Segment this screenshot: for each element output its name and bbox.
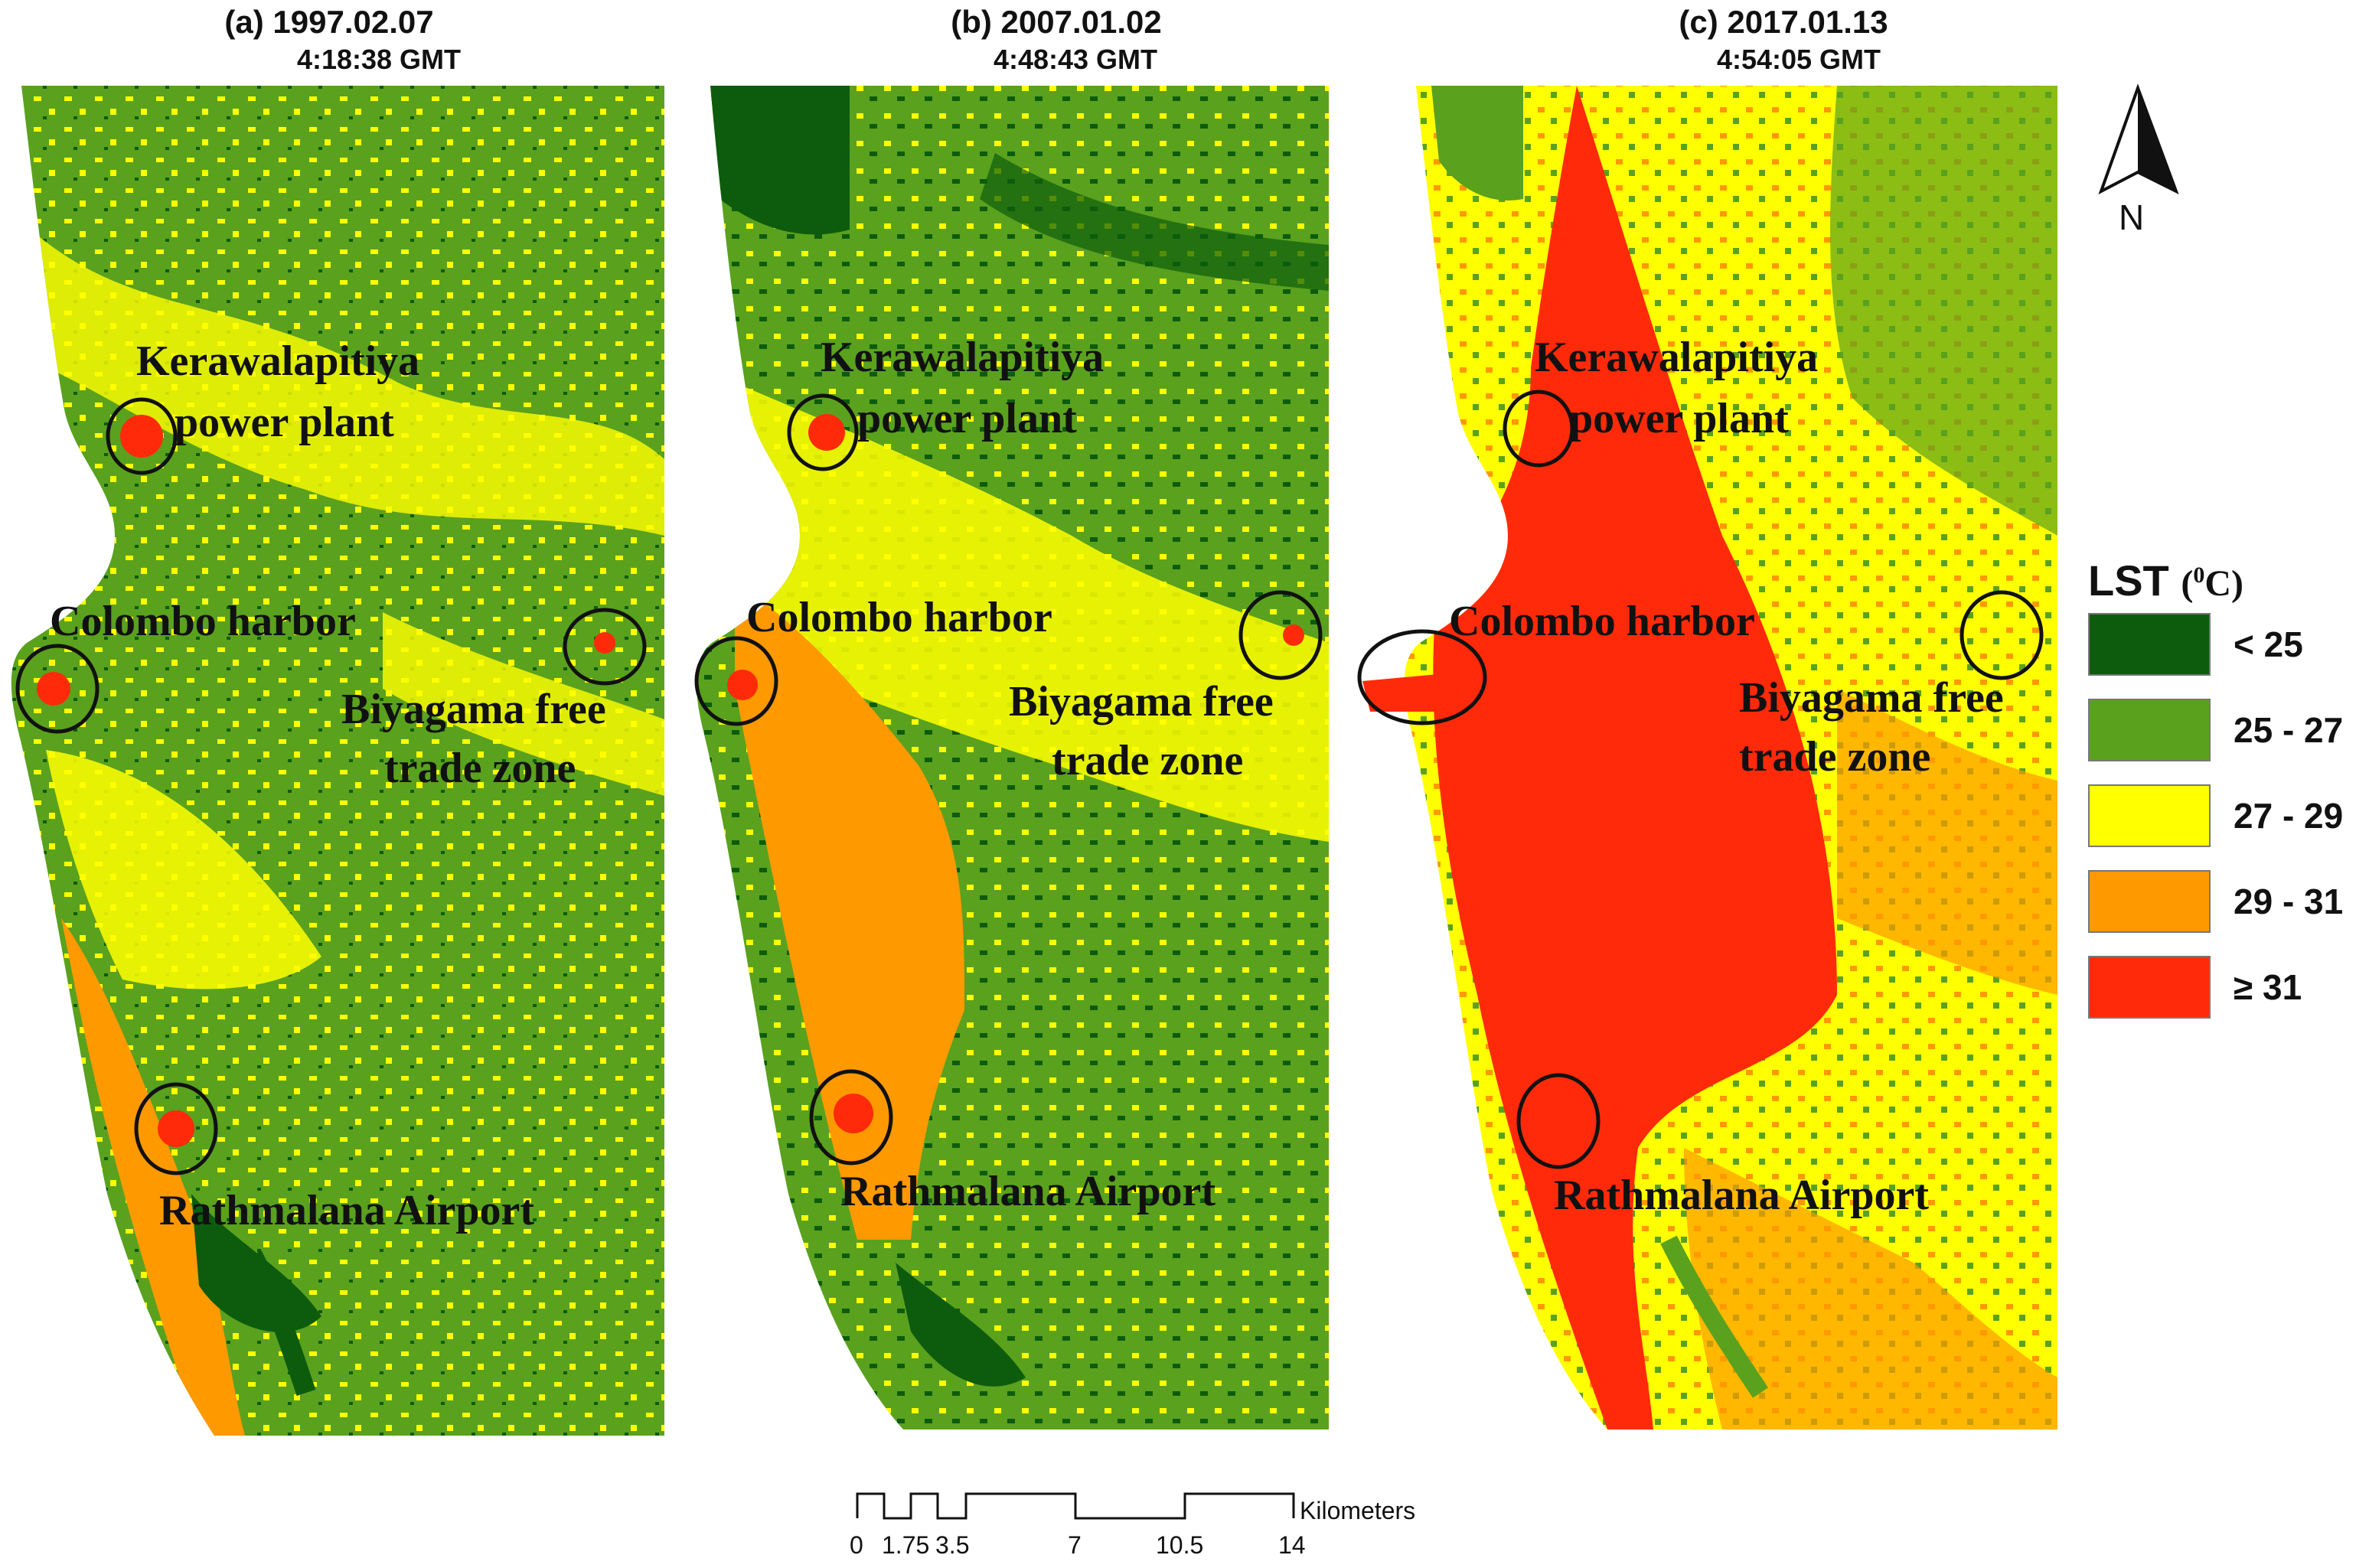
- marker-colombo-c: [1357, 629, 1487, 725]
- panel-a-title: (a) 1997.02.07 4:18:38 GMT: [138, 6, 520, 73]
- marker-biyagama-a: [563, 608, 647, 686]
- scale-tick-5: 14: [1278, 1531, 1306, 1559]
- label-biyagama1-b: Biyagama free: [1009, 678, 1274, 725]
- label-biyagama2-b: trade zone: [1052, 737, 1243, 784]
- label-rathmalana-b: Rathmalana Airport: [840, 1168, 1215, 1215]
- panel-b-date: (b) 2007.01.02: [951, 4, 1162, 40]
- scale-tick-2: 3.5: [935, 1531, 969, 1559]
- panel-c-time: 4:54:05 GMT: [1716, 44, 1881, 75]
- legend-item-27-29: 27 - 29: [2088, 784, 2343, 848]
- legend-label: 25 - 27: [2234, 710, 2344, 750]
- panel-b-time: 4:48:43 GMT: [993, 44, 1158, 75]
- label-colombo-b: Colombo harbor: [746, 594, 1052, 641]
- scale-tick-0: 0: [850, 1531, 863, 1559]
- panel-a-date: (a) 1997.02.07: [224, 4, 434, 40]
- legend-title-text: LST: [2088, 556, 2169, 605]
- label-powerplant-a: power plant: [175, 399, 394, 446]
- scale-tick-1: 1.75: [882, 1531, 929, 1559]
- legend-item-25-27: 25 - 27: [2088, 698, 2343, 762]
- label-biyagama2-a: trade zone: [384, 745, 576, 792]
- legend-unit: (0C): [2181, 562, 2243, 604]
- marker-kerawalapitiya-a: [106, 397, 178, 475]
- marker-biyagama-c: [1959, 590, 2044, 680]
- marker-rathmalana-b: [809, 1069, 893, 1165]
- legend-unit-open: (: [2181, 563, 2194, 604]
- label-kerawalapitiya-a: Kerawalapitiya: [136, 337, 419, 385]
- legend-label: < 25: [2234, 624, 2303, 664]
- legend-title: LST (0C): [2088, 556, 2243, 605]
- legend-swatch: [2088, 613, 2211, 676]
- marker-colombo-b: [694, 636, 778, 726]
- legend-swatch: [2088, 699, 2211, 761]
- colombo-harbor-reclamation: [1362, 643, 1470, 712]
- north-arrow-icon: N: [2098, 83, 2179, 237]
- legend-swatch: [2088, 784, 2211, 847]
- marker-colombo-a: [15, 644, 100, 734]
- label-rathmalana-a: Rathmalana Airport: [159, 1187, 534, 1234]
- legend-swatch: [2088, 956, 2211, 1019]
- map-panel-c: [1404, 86, 2057, 1429]
- scale-tick-3: 7: [1068, 1531, 1082, 1559]
- legend-unit-close: C): [2204, 563, 2243, 604]
- panel-b-title: (b) 2007.01.02 4:48:43 GMT: [865, 6, 1248, 73]
- panel-c-title: (c) 2017.01.13 4:54:05 GMT: [1592, 6, 1975, 73]
- marker-kerawalapitiya-c: [1503, 390, 1574, 468]
- legend-label: ≥ 31: [2234, 967, 2302, 1007]
- scale-unit: Kilometers: [1300, 1497, 1415, 1524]
- label-powerplant-b: power plant: [857, 395, 1077, 442]
- label-biyagama1-a: Biyagama free: [341, 686, 606, 733]
- legend-item-gte31: ≥ 31: [2088, 955, 2302, 1019]
- marker-rathmalana-a: [134, 1082, 218, 1175]
- marker-ellipses: [15, 390, 2044, 1175]
- scale-tick-4: 10.5: [1156, 1531, 1203, 1559]
- label-colombo-c: Colombo harbor: [1449, 598, 1755, 645]
- label-powerplant-c: power plant: [1569, 395, 1789, 442]
- marker-biyagama-b: [1238, 590, 1323, 680]
- legend-item-29-31: 29 - 31: [2088, 869, 2343, 934]
- label-colombo-a: Colombo harbor: [50, 598, 356, 645]
- marker-kerawalapitiya-b: [787, 393, 859, 471]
- label-kerawalapitiya-c: Kerawalapitiya: [1535, 334, 1818, 381]
- panel-a-time: 4:18:38 GMT: [296, 44, 462, 75]
- legend-swatch: [2088, 870, 2211, 933]
- label-rathmalana-c: Rathmalana Airport: [1554, 1172, 1929, 1219]
- label-biyagama2-c: trade zone: [1739, 733, 1930, 781]
- legend-label: 27 - 29: [2234, 796, 2344, 836]
- legend-label: 29 - 31: [2234, 882, 2344, 921]
- marker-rathmalana-c: [1516, 1073, 1601, 1169]
- label-biyagama1-c: Biyagama free: [1739, 674, 2004, 722]
- north-label: N: [2119, 197, 2144, 237]
- map-panel-b: [696, 86, 1329, 1429]
- legend-unit-sup: 0: [2193, 562, 2205, 588]
- scale-bar: [856, 1492, 1295, 1520]
- map-panel-a: [11, 86, 665, 1436]
- legend-item-lt25: < 25: [2088, 612, 2303, 676]
- panel-c-date: (c) 2017.01.13: [1679, 4, 1888, 40]
- label-kerawalapitiya-b: Kerawalapitiya: [821, 334, 1104, 381]
